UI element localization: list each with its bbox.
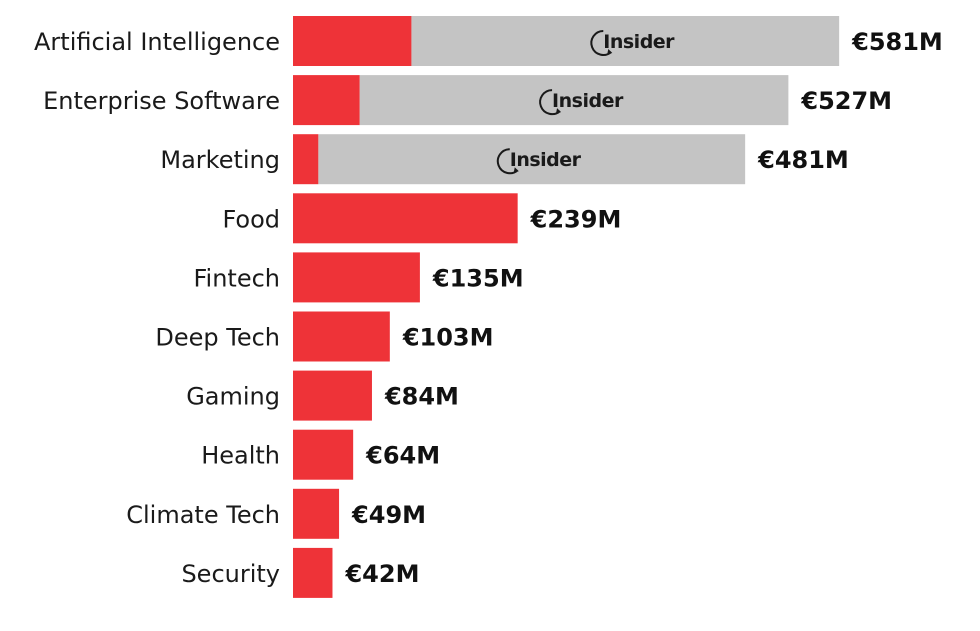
insider-logos: Insider Insider Insider bbox=[496, 30, 676, 175]
insider-logo-icon: Insider bbox=[590, 30, 676, 56]
value-label: €84M bbox=[384, 383, 459, 411]
category-label: Climate Tech bbox=[126, 501, 280, 529]
value-label: €64M bbox=[365, 442, 440, 470]
category-label: Deep Tech bbox=[155, 324, 280, 352]
value-label: €103M bbox=[402, 324, 494, 352]
category-label: Artificial Intelligence bbox=[34, 28, 280, 56]
value-label: €135M bbox=[432, 264, 524, 292]
insider-logo-text: Insider bbox=[603, 31, 675, 53]
insider-logo-arrow bbox=[556, 108, 562, 114]
value-label: €527M bbox=[800, 87, 892, 115]
bar-other-segment bbox=[293, 16, 412, 66]
insider-logo-arrow bbox=[513, 167, 519, 173]
value-label: €49M bbox=[351, 501, 426, 529]
insider-logo-arrow bbox=[607, 49, 613, 54]
value-label: €42M bbox=[344, 560, 419, 588]
value-label: €581M bbox=[851, 28, 943, 56]
insider-logo-icon: Insider bbox=[496, 148, 582, 175]
category-label: Security bbox=[181, 560, 280, 588]
bar-other-segment bbox=[293, 370, 372, 421]
category-label: Enterprise Software bbox=[43, 87, 280, 115]
value-labels: €581M €527M €481M €239M €135M €103M €84M €64M €4… bbox=[344, 28, 942, 588]
bar-other-segment bbox=[293, 429, 354, 480]
bar-insider-segment bbox=[359, 75, 789, 126]
bar-other-segment bbox=[293, 252, 420, 303]
bar-other-segment bbox=[293, 134, 319, 185]
insider-logo-arc bbox=[590, 30, 612, 56]
bars bbox=[293, 16, 840, 598]
insider-logo-arc bbox=[496, 148, 519, 175]
category-label: Marketing bbox=[160, 146, 280, 174]
bar-insider-segment bbox=[318, 134, 746, 185]
bar-other-segment bbox=[293, 311, 390, 362]
insider-logo-arc bbox=[539, 89, 561, 116]
category-label: Gaming bbox=[186, 383, 280, 411]
bar-other-segment bbox=[293, 75, 360, 126]
category-labels: Artificial Intelligence Enterprise Softwa… bbox=[34, 28, 280, 588]
value-label: €481M bbox=[757, 146, 849, 174]
bar-insider-segment bbox=[411, 16, 840, 66]
insider-logo-text: Insider bbox=[552, 90, 624, 112]
bar-other-segment bbox=[293, 488, 340, 539]
bar-other-segment bbox=[293, 193, 518, 244]
category-label: Health bbox=[201, 442, 280, 470]
category-label: Fintech bbox=[193, 264, 280, 292]
value-label: €239M bbox=[530, 205, 622, 233]
category-label: Food bbox=[222, 205, 280, 233]
insider-logo-icon: Insider bbox=[539, 89, 624, 116]
bar-other-segment bbox=[293, 547, 333, 598]
insider-logo-text: Insider bbox=[510, 149, 582, 171]
